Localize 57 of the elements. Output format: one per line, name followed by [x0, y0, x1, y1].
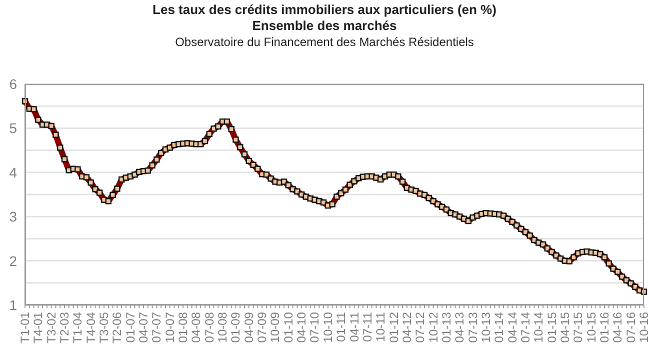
- y-tick-label: 2: [9, 252, 18, 269]
- x-tick-label: 07-14: [518, 312, 532, 343]
- x-tick-label: 01-11: [334, 312, 348, 342]
- x-tick-label: 10-07: [162, 312, 177, 343]
- x-tick-label: 01-12: [386, 312, 401, 343]
- y-tick-label: 4: [9, 164, 18, 180]
- x-tick-label: 10-15: [584, 312, 598, 343]
- x-tick-label: 04-12: [400, 312, 414, 343]
- x-tick-label: 01-09: [228, 312, 243, 343]
- y-tick-label: 6: [9, 76, 18, 92]
- x-tick-label: T2-06: [110, 312, 124, 344]
- x-tick-label: 07-13: [466, 312, 480, 343]
- x-tick-label: 04-14: [505, 312, 520, 343]
- y-tick-label: 3: [9, 208, 18, 225]
- x-tick-label: 07-12: [413, 312, 428, 343]
- x-tick-label: 07-16: [624, 312, 638, 343]
- x-tick-label: 04-09: [242, 312, 256, 343]
- x-tick-label: 10-13: [478, 312, 493, 343]
- text: Observatoire du Financement des Marchés Résidentiels: [174, 34, 475, 50]
- y-tick-label: 5: [9, 120, 18, 136]
- x-tick-label: 01-14: [492, 312, 506, 343]
- x-tick-label: 07-11: [360, 312, 374, 342]
- x-tick-label: 10-16: [637, 312, 649, 343]
- x-tick-label: T1-01: [18, 312, 32, 344]
- x-tick-label: 01-16: [597, 312, 612, 343]
- x-tick-label: 04-16: [610, 312, 625, 343]
- x-tick-label: T4-04: [84, 312, 98, 344]
- x-tick-label: 01-10: [281, 312, 296, 343]
- y-tick-label: 1: [9, 296, 18, 313]
- chart-title: Les taux des crédits immobiliers aux particuliers (en %): [152, 2, 498, 18]
- x-tick-label: 07-09: [255, 312, 270, 343]
- x-tick-label: 07-15: [571, 312, 586, 343]
- x-tick-label: 10-12: [426, 312, 440, 343]
- x-tick-label: T3-02: [44, 312, 58, 344]
- x-tick-label: 07-07: [150, 312, 164, 343]
- x-tick-label: 01-13: [439, 312, 454, 343]
- x-tick-label: 07-10: [308, 312, 322, 343]
- x-tick-label: 04-11: [347, 312, 362, 342]
- x-tick-label: T2-03: [58, 312, 72, 344]
- x-tick-label: 10-09: [268, 312, 282, 343]
- x-tick-label: 04-08: [189, 312, 204, 343]
- x-tick-label: 01-08: [176, 312, 190, 343]
- x-tick-label: 04-15: [558, 312, 572, 343]
- x-tick-label: 10-08: [216, 312, 230, 343]
- x-tick-label: 01-15: [544, 312, 559, 343]
- x-tick-label: 04-07: [136, 312, 151, 343]
- x-tick-label: T1-04: [70, 312, 85, 344]
- chart-subtitle: Ensemble des marchés: [251, 18, 398, 34]
- x-tick-label: 04-13: [452, 312, 467, 343]
- x-tick-label: 01-07: [123, 312, 138, 343]
- x-tick-label: T3-05: [97, 312, 112, 344]
- x-tick-label: 04-10: [294, 312, 309, 343]
- x-tick-label: T4-01: [31, 312, 46, 344]
- x-tick-label: 07-08: [202, 312, 216, 343]
- x-tick-label: 10-10: [320, 312, 335, 343]
- x-tick-label: 10-14: [532, 312, 546, 343]
- x-tick-label: 10-11: [374, 312, 388, 342]
